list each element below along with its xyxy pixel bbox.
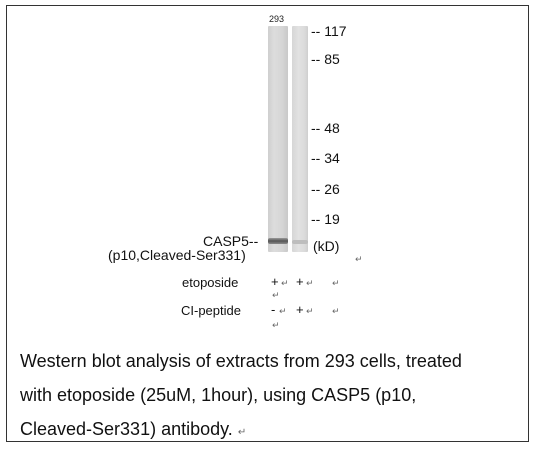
marker-19: -- 19	[311, 211, 340, 227]
paragraph-mark: ↵	[272, 320, 280, 330]
unit-label: (kD)	[313, 238, 340, 254]
paragraph-mark: ↵	[332, 306, 340, 316]
protein-sublabel: (p10,Cleaved-Ser331)	[108, 247, 246, 263]
figure-caption: Western blot analysis of extracts from 2…	[20, 344, 520, 450]
paragraph-mark: ↵	[281, 278, 289, 288]
caption-line-1: Western blot analysis of extracts from 2…	[20, 351, 462, 371]
blot-lane-1	[268, 26, 288, 252]
etoposide-lane2: +	[296, 274, 304, 289]
treatment-label-ci-peptide: CI-peptide	[181, 303, 241, 318]
figure-frame	[6, 5, 529, 442]
lane-header: 293	[269, 14, 285, 24]
paragraph-mark: ↵	[272, 290, 280, 300]
paragraph-mark: ↵	[237, 427, 247, 438]
protein-label: CASP5--	[203, 233, 259, 249]
ci-peptide-lane2: +	[296, 302, 304, 317]
paragraph-mark: ↵	[355, 254, 363, 264]
marker-34: -- 34	[311, 150, 340, 166]
caption-line-2: with etoposide (25uM, 1hour), using CASP…	[20, 385, 417, 405]
casp5-band-faint	[292, 240, 308, 244]
paragraph-mark: ↵	[306, 306, 314, 316]
paragraph-mark: ↵	[332, 278, 340, 288]
marker-26: -- 26	[311, 181, 340, 197]
caption-line-3: Cleaved-Ser331) antibody. ↵	[20, 412, 520, 450]
marker-85: -- 85	[311, 51, 340, 67]
etoposide-lane1: +	[271, 274, 279, 289]
casp5-band	[268, 238, 288, 244]
paragraph-mark: ↵	[279, 306, 287, 316]
blot-lane-2	[292, 26, 308, 252]
caption-line-3-text: Cleaved-Ser331) antibody.	[20, 419, 233, 439]
marker-117: -- 117	[311, 23, 347, 39]
ci-peptide-lane1: -	[271, 302, 276, 317]
treatment-label-etoposide: etoposide	[182, 275, 239, 290]
paragraph-mark: ↵	[306, 278, 314, 288]
marker-48: -- 48	[311, 120, 340, 136]
